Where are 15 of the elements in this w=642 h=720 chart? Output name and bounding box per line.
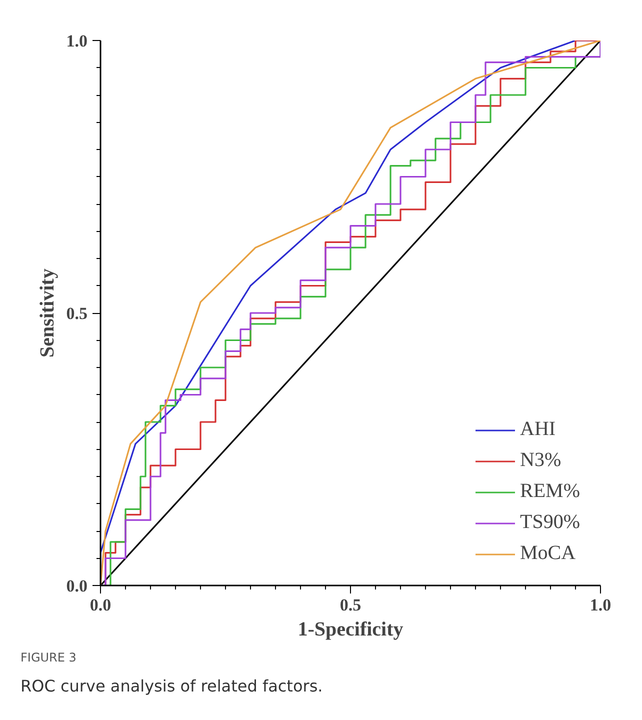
x-axis-title: 1-Specificity: [298, 618, 404, 640]
x-tick-label: 0.0: [90, 596, 112, 614]
x-tick-label: 1.0: [590, 596, 612, 614]
legend-label: MoCA: [520, 542, 576, 565]
x-tick-label: 0.5: [340, 596, 362, 614]
legend-label: REM%: [520, 480, 580, 503]
y-tick-label: 0.5: [66, 304, 88, 323]
y-tick-label: 1.0: [66, 32, 88, 50]
legend-label: N3%: [520, 449, 562, 472]
y-tick-label: 0.0: [66, 576, 88, 596]
caption: FIGURE 3: [20, 650, 76, 664]
legend-label: AHI: [520, 418, 556, 441]
legend-label: TS90%: [520, 511, 580, 534]
y-axis-title: Sensitivity: [36, 268, 58, 358]
text: ROC curve analysis of related factors.: [20, 676, 323, 696]
